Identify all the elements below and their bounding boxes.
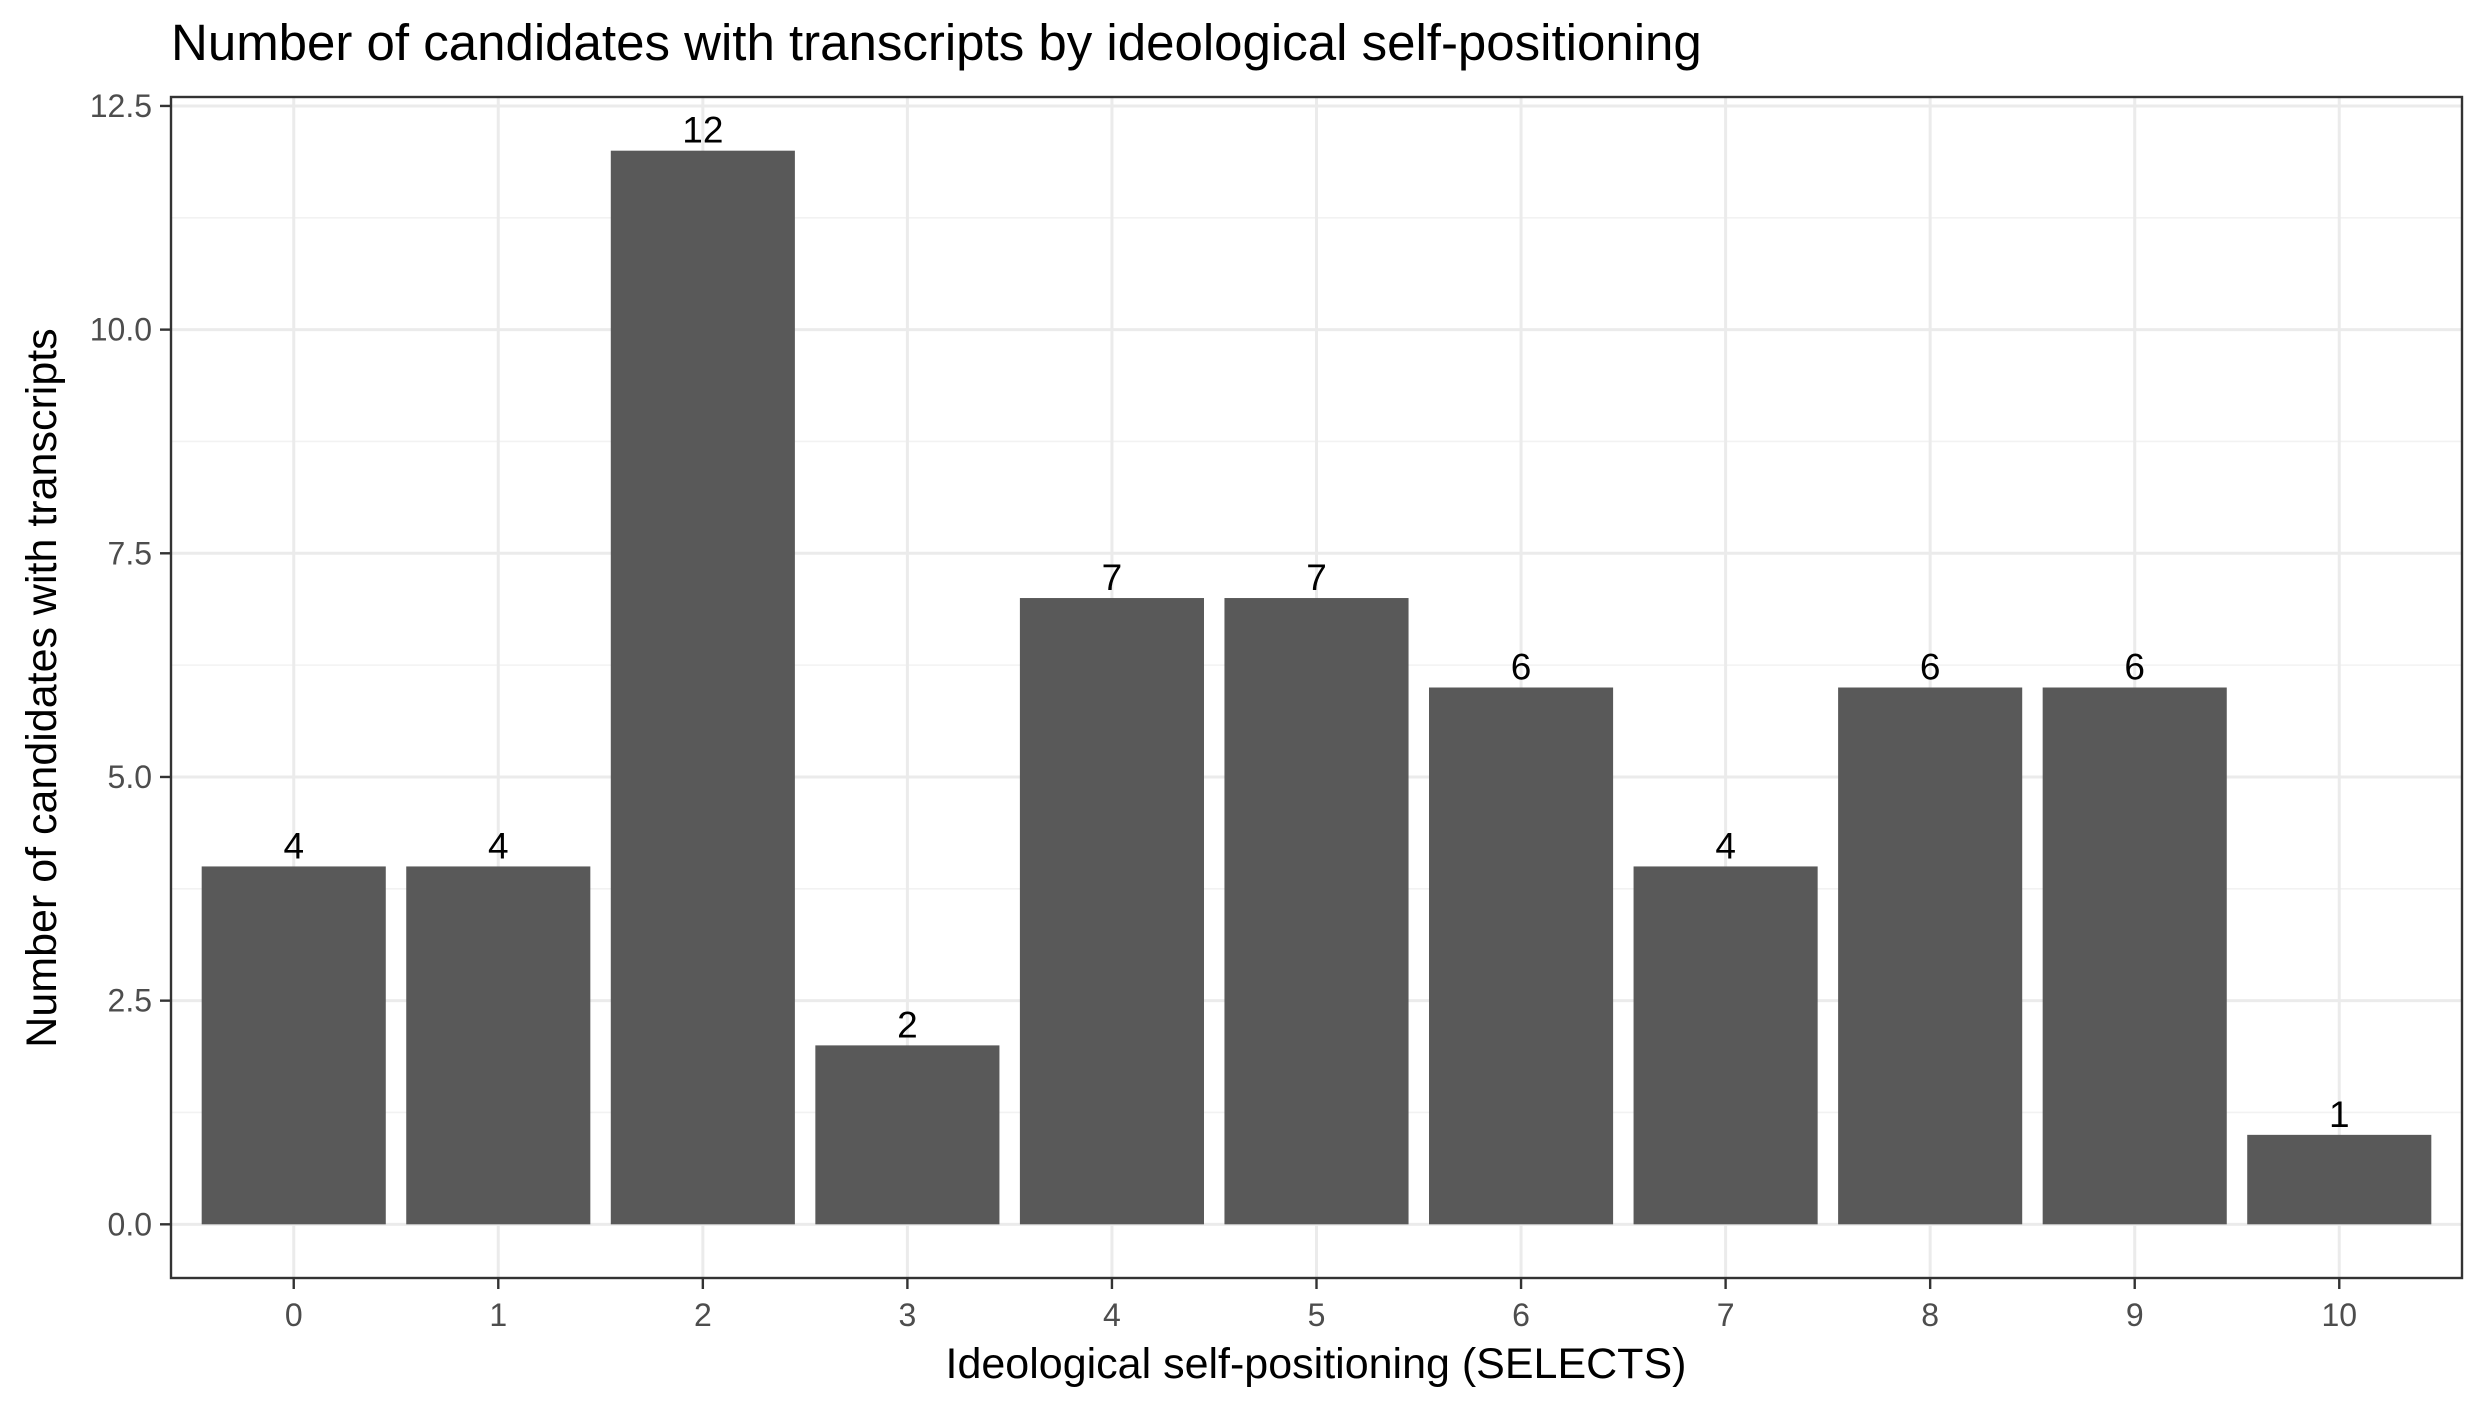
y-tick-label: 5.0 (108, 759, 152, 795)
bar-1 (406, 866, 591, 1225)
x-tick-label: 10 (2321, 1297, 2357, 1333)
x-tick-label: 4 (1103, 1297, 1121, 1333)
data-label: 7 (1102, 557, 1123, 598)
bar-2 (610, 150, 795, 1225)
y-tick-label: 10.0 (90, 312, 152, 348)
bar-9 (2042, 687, 2227, 1225)
bar-10 (2247, 1134, 2432, 1225)
bar-7 (1633, 866, 1818, 1225)
x-tick-label: 9 (2126, 1297, 2144, 1333)
data-label: 4 (283, 825, 304, 866)
data-labels: 4 4 12 2 7 7 6 4 6 6 1 (283, 110, 2349, 1135)
bar-5 (1224, 598, 1409, 1225)
x-tick-label: 6 (1512, 1297, 1530, 1333)
bar-6 (1429, 687, 1614, 1225)
data-label: 7 (1306, 557, 1327, 598)
data-label: 4 (488, 825, 509, 866)
x-tick-label: 8 (1921, 1297, 1939, 1333)
y-tick-label: 2.5 (108, 983, 152, 1019)
chart-title: Number of candidates with transcripts by… (171, 14, 1702, 71)
bar-8 (1838, 687, 2023, 1225)
data-label: 6 (2124, 647, 2145, 688)
x-axis: 0 1 2 3 4 5 6 7 8 9 10 (285, 1278, 2357, 1333)
bar-4 (1019, 598, 1204, 1225)
y-tick-label: 12.5 (90, 88, 152, 124)
y-tick-label: 7.5 (108, 535, 152, 571)
x-tick-label: 7 (1717, 1297, 1735, 1333)
bar-0 (201, 866, 386, 1225)
data-label: 6 (1920, 647, 1941, 688)
data-label: 6 (1511, 647, 1532, 688)
y-axis: 0.0 2.5 5.0 7.5 10.0 12.5 (90, 88, 171, 1242)
x-tick-label: 1 (489, 1297, 507, 1333)
x-tick-label: 5 (1308, 1297, 1326, 1333)
data-label: 4 (1715, 825, 1736, 866)
y-axis-title: Number of candidates with transcripts (18, 328, 66, 1047)
data-label: 12 (682, 110, 723, 151)
bars (201, 150, 2432, 1225)
data-label: 1 (2329, 1094, 2350, 1135)
data-label: 2 (897, 1004, 918, 1045)
x-tick-label: 2 (694, 1297, 712, 1333)
x-axis-title: Ideological self-positioning (SELECTS) (946, 1340, 1687, 1388)
bar-3 (815, 1045, 1000, 1225)
x-tick-label: 3 (898, 1297, 916, 1333)
y-tick-label: 0.0 (108, 1206, 152, 1242)
x-tick-label: 0 (285, 1297, 303, 1333)
